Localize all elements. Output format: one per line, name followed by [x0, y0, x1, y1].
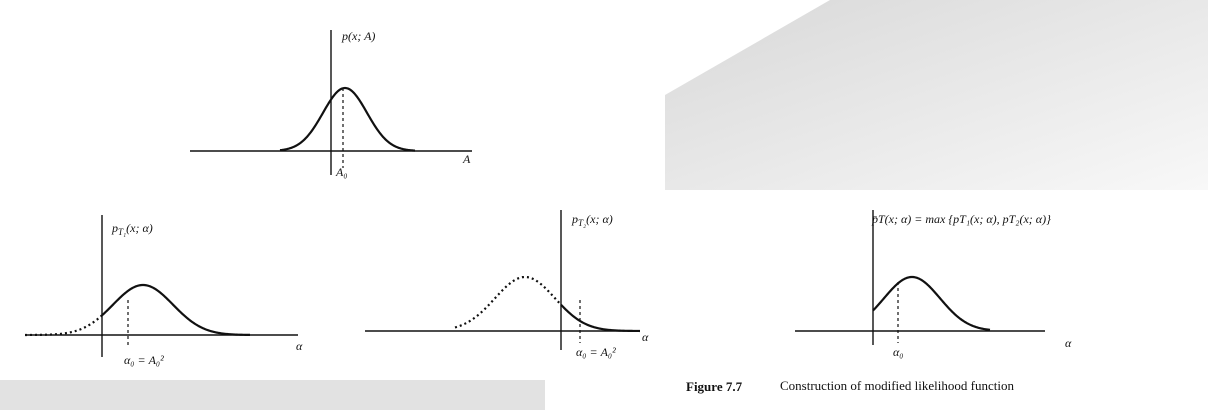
x-label: α	[1065, 336, 1072, 350]
marker-label: A₀	[335, 165, 348, 179]
curve	[25, 314, 103, 337]
x-label: α	[642, 330, 649, 344]
curve	[279, 86, 416, 152]
x-label: A	[462, 152, 471, 166]
background-shape	[665, 0, 1208, 190]
y-label: p̄T(x; α) = max {pT₁(x; α), pT₂(x; α)}	[871, 212, 1051, 226]
y-label: p(x; A)	[341, 29, 375, 43]
curve	[560, 303, 641, 333]
x-label: α	[296, 339, 303, 353]
y-label: pT₂(x; α)	[571, 212, 613, 228]
y-label: pT₁(x; α)	[111, 221, 153, 237]
curve	[872, 275, 991, 331]
marker-label: α₀	[893, 345, 903, 359]
caption-number: Figure 7.7	[686, 379, 743, 394]
curve	[101, 283, 251, 337]
curve	[454, 275, 562, 329]
marker-label: α₀ = A₀²	[576, 345, 616, 359]
marker-label: α₀ = A₀²	[124, 353, 164, 367]
caption-text: Construction of modified likelihood func…	[780, 378, 1014, 393]
background-shape	[0, 380, 545, 410]
